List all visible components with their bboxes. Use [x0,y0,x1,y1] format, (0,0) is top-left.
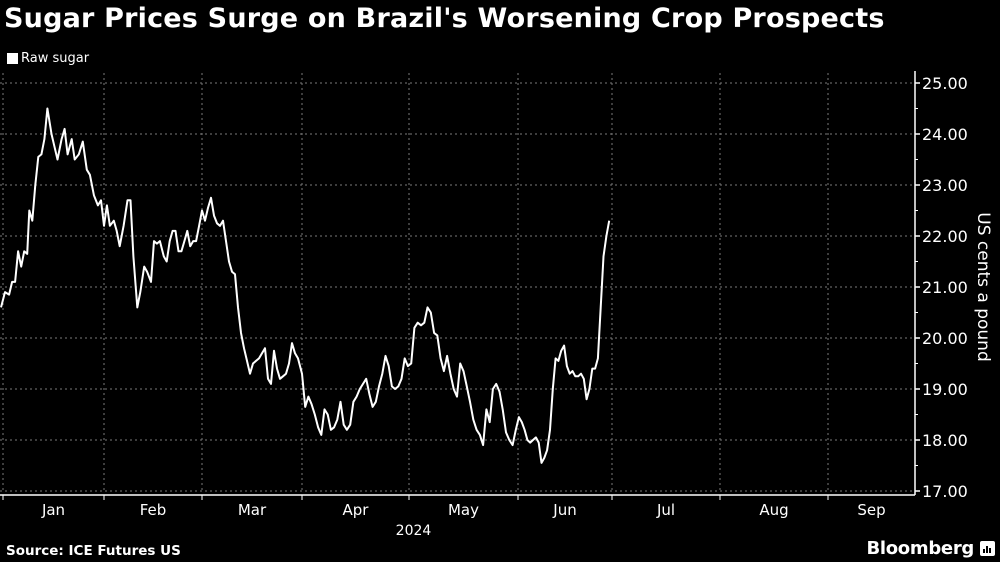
x-tick-label: May [448,501,479,519]
x-axis-labels: Jan Feb Mar Apr May Jun Jul Aug Sep [41,501,886,519]
legend-label-raw-sugar: Raw sugar [21,51,90,66]
x-tick-label: Feb [140,501,167,519]
y-tick-label: 18.00 [922,431,968,450]
x-tick-label: Mar [238,501,267,519]
x-tick-label: Jan [41,501,65,519]
y-tick-label: 25.00 [922,74,968,93]
x-tick-label: Jun [552,501,576,519]
grid [0,73,915,492]
axes [0,71,920,500]
y-tick-label: 23.00 [922,176,968,195]
y-axis-title: US cents a pound [973,212,993,362]
y-axis-labels: 17.00 18.00 19.00 20.00 21.00 22.00 23.00 24.00… [922,74,968,501]
x-tick-label: Aug [759,501,788,519]
chart-title: Sugar Prices Surge on Brazil's Worsening… [4,3,885,34]
source-note: Source: ICE Futures US [6,543,181,559]
x-tick-label: Apr [343,501,370,519]
bar-chart-icon [980,541,995,556]
series-line-raw-sugar [0,107,611,464]
y-tick-label: 24.00 [922,125,968,144]
x-tick-label: Jul [656,501,675,519]
y-tick-label: 20.00 [922,329,968,348]
bloomberg-logo: Bloomberg [866,538,974,559]
y-tick-label: 19.00 [922,380,968,399]
y-tick-label: 21.00 [922,278,968,297]
y-tick-label: 17.00 [922,482,968,501]
legend: Raw sugar [7,51,89,66]
series-group [0,107,611,464]
legend-swatch-raw-sugar [7,53,18,64]
x-axis-year-label: 2024 [396,523,432,539]
x-tick-label: Sep [857,501,885,519]
y-tick-label: 22.00 [922,227,968,246]
